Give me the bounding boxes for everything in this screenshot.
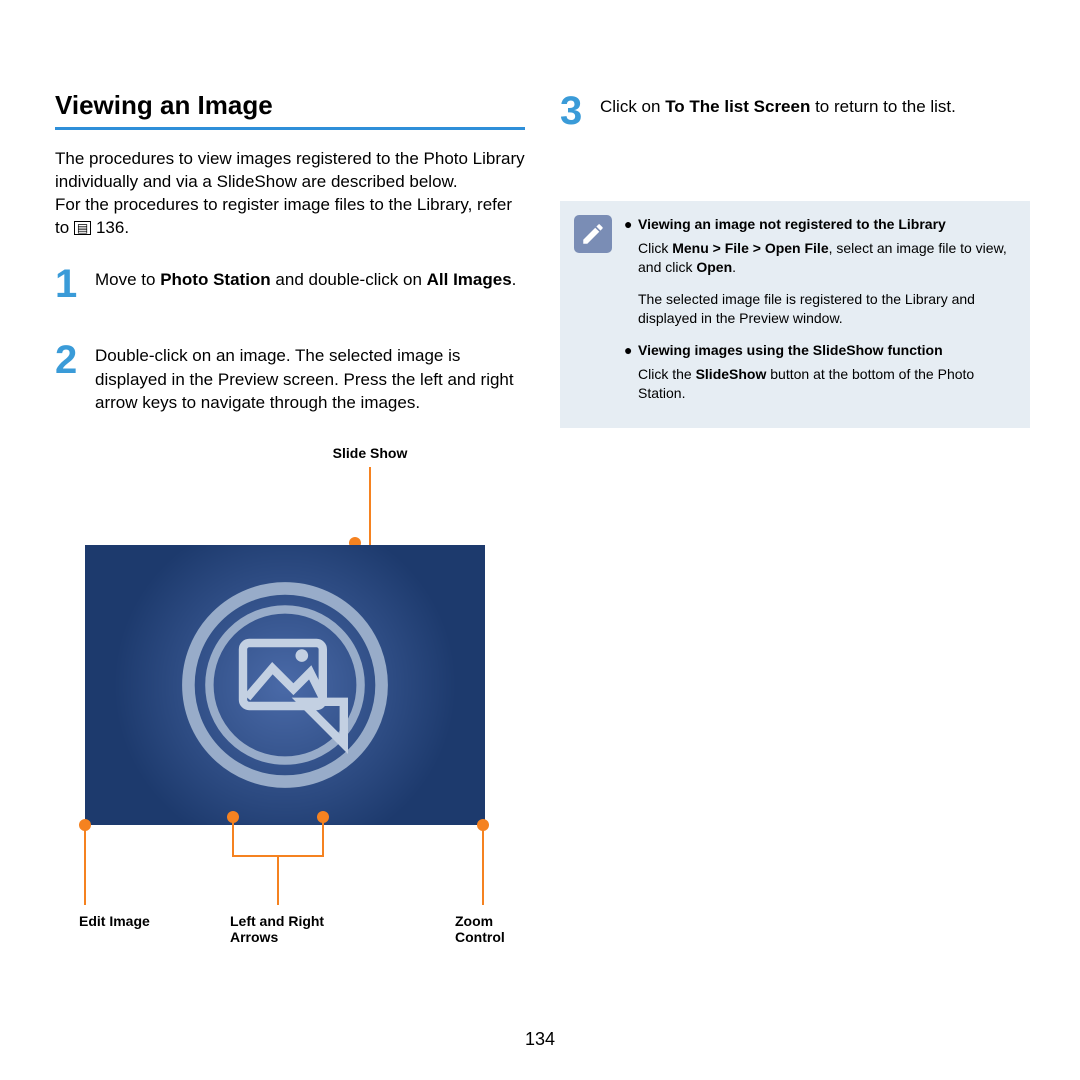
note-b1-title: Viewing an image not registered to the L…: [638, 215, 946, 235]
step-number-1: 1: [55, 264, 95, 304]
note-b1-p2: The selected image file is registered to…: [638, 290, 1016, 329]
b1p1d: Open: [696, 259, 732, 275]
note-b1-p1: Click Menu > File > Open File, select an…: [638, 239, 1016, 278]
step1-post: .: [512, 270, 517, 289]
note-box: ● Viewing an image not registered to the…: [560, 201, 1030, 428]
b1p1b: Menu > File > Open File: [672, 240, 828, 256]
note-b2-p1: Click the SlideShow button at the bottom…: [638, 365, 1016, 404]
step3-bold: To The list Screen: [665, 97, 810, 116]
step1-bold2: All Images: [427, 270, 512, 289]
left-column: Viewing an Image The procedures to view …: [55, 90, 525, 945]
photo-icon: [180, 580, 390, 790]
title-underline: [55, 127, 525, 130]
callout-bracket-stem: [277, 855, 279, 905]
intro-text: The procedures to view images registered…: [55, 148, 525, 240]
zoom-l2: Control: [455, 929, 505, 945]
step1-mid: and double-click on: [271, 270, 427, 289]
figure: Slide Show: [85, 445, 515, 945]
b1p1a: Click: [638, 240, 672, 256]
intro-para-2b: 136.: [91, 218, 129, 237]
arrows-l1: Left and Right: [230, 913, 324, 929]
manual-page: Viewing an Image The procedures to view …: [0, 0, 1080, 1080]
page-number: 134: [0, 1029, 1080, 1050]
step3-post: to return to the list.: [810, 97, 956, 116]
step1-bold1: Photo Station: [160, 270, 270, 289]
b2p1a: Click the: [638, 366, 696, 382]
zoom-l1: Zoom: [455, 913, 493, 929]
note-b2-title: Viewing images using the SlideShow funct…: [638, 341, 943, 361]
callout-line-arrow-l: [232, 817, 234, 855]
callout-line-edit: [84, 825, 86, 905]
section-title: Viewing an Image: [55, 90, 525, 121]
step-3: 3 Click on To The list Screen to return …: [560, 95, 1030, 131]
page-ref-icon: ▤: [74, 221, 91, 235]
arrows-l2: Arrows: [230, 929, 278, 945]
step-2: 2 Double-click on an image. The selected…: [55, 344, 525, 415]
step-number-3: 3: [560, 91, 600, 131]
bullet-icon: ●: [624, 215, 638, 239]
callout-line-zoom: [482, 825, 484, 905]
step3-pre: Click on: [600, 97, 665, 116]
callout-label-edit: Edit Image: [79, 913, 150, 929]
step1-pre: Move to: [95, 270, 160, 289]
preview-screenshot: [85, 545, 485, 825]
step-1: 1 Move to Photo Station and double-click…: [55, 268, 525, 304]
pencil-note-icon: [574, 215, 612, 253]
callout-line-top: [369, 467, 371, 545]
step-2-body: Double-click on an image. The selected i…: [95, 344, 525, 415]
intro-para-1: The procedures to view images registered…: [55, 149, 525, 191]
callout-label-zoom: Zoom Control: [455, 913, 505, 945]
b2p1b: SlideShow: [696, 366, 767, 382]
step-number-2: 2: [55, 340, 95, 380]
note-body: ● Viewing an image not registered to the…: [624, 215, 1016, 404]
callout-line-arrow-r: [322, 817, 324, 855]
right-column: 3 Click on To The list Screen to return …: [560, 95, 1030, 428]
b1p1e: .: [732, 259, 736, 275]
bullet-icon-2: ●: [624, 341, 638, 365]
step-3-body: Click on To The list Screen to return to…: [600, 95, 956, 119]
step-1-body: Move to Photo Station and double-click o…: [95, 268, 516, 292]
callout-label-slideshow: Slide Show: [155, 445, 585, 461]
callout-label-arrows: Left and Right Arrows: [230, 913, 324, 945]
bottom-callouts: Edit Image Left and Right Arrows Zoom Co…: [85, 825, 485, 945]
